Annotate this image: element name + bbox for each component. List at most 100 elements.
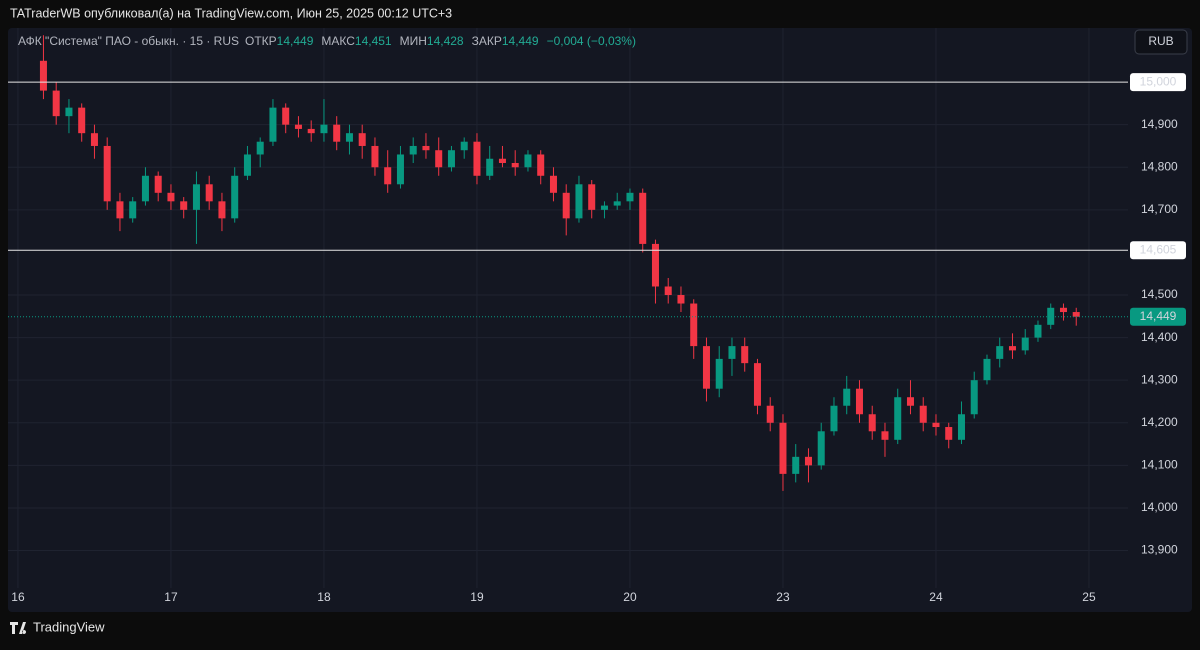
- candle-body: [231, 175, 239, 219]
- candle-body: [460, 141, 468, 151]
- candle-body: [588, 184, 596, 210]
- candle-body: [996, 346, 1004, 359]
- candle-body: [600, 205, 608, 210]
- candle-body: [537, 154, 545, 176]
- candle-body: [78, 107, 86, 134]
- candle-body: [205, 184, 213, 202]
- x-tick-label: 17: [164, 590, 178, 604]
- candle-body: [1059, 307, 1067, 313]
- candle-body: [396, 154, 404, 185]
- candle-body: [167, 192, 175, 202]
- brand: TradingView: [10, 619, 105, 634]
- candle-body: [52, 90, 60, 117]
- candle-body: [792, 456, 800, 474]
- candle-body: [358, 133, 366, 146]
- x-tick-label: 24: [929, 590, 943, 604]
- candle-body: [881, 431, 889, 440]
- candle-body: [626, 192, 634, 202]
- x-tick-label: 23: [776, 590, 790, 604]
- candle-body: [702, 346, 710, 389]
- candle-body: [141, 175, 149, 202]
- x-tick-label: 18: [317, 590, 331, 604]
- currency-button[interactable]: [1134, 29, 1188, 55]
- candle-body: [677, 295, 685, 304]
- level-label: 15,000: [1140, 74, 1177, 88]
- candle-body: [651, 243, 659, 287]
- candle-body: [817, 431, 825, 466]
- candle-body: [307, 128, 315, 134]
- ohlc-label: МИН: [400, 34, 427, 48]
- candle-body: [715, 358, 723, 389]
- candle-body: [549, 175, 557, 193]
- x-tick-label: 20: [623, 590, 637, 604]
- candle-body: [320, 124, 328, 134]
- candle-body: [613, 201, 621, 206]
- y-tick-label: 14,800: [1141, 159, 1178, 173]
- change: −0,004 (−0,03%): [547, 34, 636, 48]
- y-tick-label: 14,100: [1141, 458, 1178, 472]
- candle-body: [728, 346, 736, 359]
- candle-body: [282, 107, 290, 125]
- y-tick-label: 14,300: [1141, 372, 1178, 386]
- ohlc-label: МАКС: [321, 34, 355, 48]
- x-tick-label: 16: [11, 590, 25, 604]
- candle-body: [180, 201, 188, 210]
- candle-body: [766, 405, 774, 423]
- level-badge: [1130, 73, 1186, 92]
- ohlc-label: ОТКР: [245, 34, 277, 48]
- y-tick-label: 14,200: [1141, 415, 1178, 429]
- candle-body: [639, 192, 647, 244]
- candle-body: [384, 167, 392, 185]
- y-tick-label: 13,900: [1141, 543, 1178, 557]
- ohlc-value: 14,449: [277, 34, 314, 48]
- candle-body: [371, 145, 379, 168]
- candle-body: [447, 150, 455, 168]
- candle-body: [1034, 324, 1042, 338]
- overlay: 15,000 14,605 14,449: [8, 73, 1186, 326]
- candle-body: [409, 145, 417, 155]
- candle-body: [486, 158, 494, 176]
- y-tick-label: 14,000: [1141, 500, 1178, 514]
- candle-body: [562, 192, 570, 219]
- candle-body: [269, 107, 277, 142]
- candle-body: [906, 397, 914, 406]
- attribution: TATraderWB опубликовал(а) на TradingView…: [10, 6, 452, 20]
- candle-body: [333, 124, 341, 142]
- ohlc-value: 14,449: [502, 34, 539, 48]
- candle-body: [1072, 312, 1080, 317]
- candle-body: [970, 380, 978, 415]
- last-price-label: 14,449: [1140, 309, 1177, 323]
- candle-body: [154, 175, 162, 193]
- x-tick-label: 19: [470, 590, 484, 604]
- candle-body: [39, 60, 47, 91]
- grid: 13,900 14,000 14,100 14,200 14,300 14,400 14,5…: [8, 28, 1178, 604]
- candle-body: [435, 150, 443, 168]
- currency[interactable]: RUB: [1148, 34, 1173, 48]
- candle-body: [218, 201, 226, 219]
- candle-body: [983, 358, 991, 381]
- candle-body: [843, 388, 851, 406]
- candle-body: [957, 414, 965, 440]
- candle-body: [1008, 346, 1016, 351]
- candle-body: [894, 397, 902, 440]
- candle-body: [753, 363, 761, 406]
- brand-name: TradingView: [33, 619, 105, 634]
- candle-body: [1021, 337, 1029, 351]
- candle-body: [511, 162, 519, 168]
- candle-body: [868, 414, 876, 432]
- candle-body: [779, 422, 787, 474]
- x-tick-label: 25: [1082, 590, 1096, 604]
- candle-body: [192, 184, 200, 210]
- candle-body: [741, 346, 749, 364]
- candle-body: [422, 145, 430, 151]
- candle-body: [690, 303, 698, 347]
- candle-body: [945, 427, 953, 440]
- y-tick-label: 14,500: [1141, 287, 1178, 301]
- candle-body: [498, 158, 506, 163]
- candle-body: [524, 154, 532, 168]
- candle-body: [345, 133, 353, 142]
- candle-body: [103, 145, 111, 202]
- candles: [39, 35, 1080, 491]
